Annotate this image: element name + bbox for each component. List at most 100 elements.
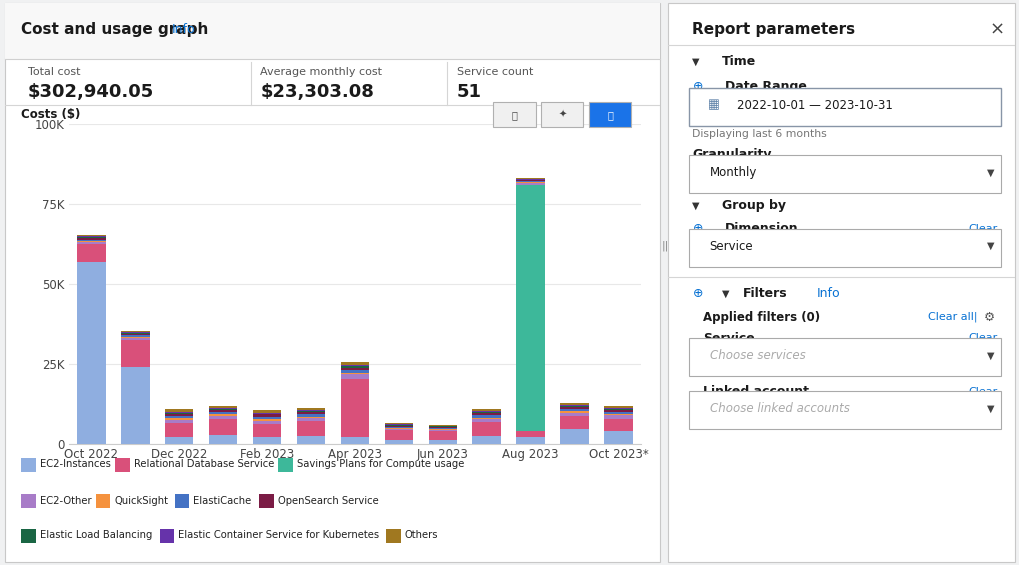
FancyBboxPatch shape [688,338,1000,376]
Bar [165,437,194,444]
Text: Time: Time [721,55,755,68]
Text: Clear: Clear [967,224,997,234]
Bar [340,368,369,370]
Bar [603,431,632,444]
Text: Filters: Filters [742,287,787,300]
Bar [559,429,588,444]
FancyBboxPatch shape [175,494,190,508]
Bar [428,427,457,428]
Bar [165,414,194,416]
Bar [297,408,325,410]
Text: ▦: ▦ [707,99,719,112]
Bar [77,244,106,262]
Bar [209,415,237,416]
Bar [121,338,150,340]
Text: Relational Database Service: Relational Database Service [133,459,274,470]
Text: Clear all|: Clear all| [927,312,977,323]
Text: QuickSight: QuickSight [114,496,168,506]
Text: ElastiCache: ElastiCache [194,496,252,506]
Bar [121,337,150,338]
Text: Total cost: Total cost [28,67,81,77]
Text: ✦: ✦ [557,110,566,120]
Bar [603,409,632,410]
Bar [253,412,281,414]
Bar [428,428,457,429]
Text: Costs ($): Costs ($) [21,108,81,121]
Bar [209,408,237,410]
Text: ▼: ▼ [986,403,994,414]
Bar [297,418,325,421]
Bar [472,415,500,418]
Text: ⬛: ⬛ [512,110,517,120]
FancyBboxPatch shape [688,391,1000,429]
Text: ⚙: ⚙ [982,311,994,324]
Bar [559,406,588,407]
FancyBboxPatch shape [540,102,583,127]
FancyBboxPatch shape [96,494,110,508]
Bar [428,426,457,427]
Bar [253,414,281,415]
Text: 2022-10-01 — 2023-10-31: 2022-10-01 — 2023-10-31 [737,99,893,112]
Bar [340,366,369,368]
Text: ▼: ▼ [692,201,699,210]
Bar [253,410,281,412]
Bar [603,406,632,408]
Text: Choose linked accounts: Choose linked accounts [709,402,849,415]
Bar [559,412,588,416]
Bar [209,406,237,408]
Bar [559,416,588,429]
Text: Group by: Group by [721,199,785,212]
Text: Applied filters (0): Applied filters (0) [702,311,819,324]
Bar [165,411,194,412]
Text: Report parameters: Report parameters [692,22,855,37]
Bar [384,428,413,430]
Bar [384,440,413,444]
Bar [297,436,325,444]
Bar [384,425,413,427]
Bar [253,419,281,420]
Bar [77,237,106,238]
Bar [559,411,588,412]
Text: Info: Info [816,287,840,300]
Bar [77,262,106,444]
Bar [165,420,194,423]
Bar [428,440,457,444]
Text: ⊕: ⊕ [692,287,702,300]
Bar [516,437,544,444]
Bar [340,362,369,365]
Bar [121,334,150,335]
Bar [253,415,281,417]
FancyBboxPatch shape [688,229,1000,267]
Bar [428,432,457,440]
Bar [384,427,413,428]
Bar [472,408,500,411]
Bar [603,408,632,409]
Bar [253,437,281,444]
FancyBboxPatch shape [259,494,273,508]
FancyBboxPatch shape [278,458,292,472]
Bar [121,367,150,444]
Text: ▼: ▼ [721,289,729,299]
Bar [77,241,106,242]
Bar [516,183,544,185]
Bar [428,425,457,426]
Bar [297,414,325,417]
Text: Granularity: Granularity [692,149,771,162]
Bar [428,429,457,430]
Bar [121,332,150,333]
Bar [516,431,544,437]
Bar [340,365,369,366]
Bar [77,238,106,240]
Bar [209,412,237,415]
Text: Dimension: Dimension [725,222,798,235]
Text: Elastic Load Balancing: Elastic Load Balancing [40,531,152,540]
Bar [516,178,544,179]
Bar [121,331,150,332]
Text: ⬛: ⬛ [606,110,612,120]
Bar [297,410,325,411]
Text: Info: Info [172,23,196,36]
Bar [428,430,457,432]
Text: ▼: ▼ [986,241,994,251]
Bar [384,424,413,425]
Text: ▼: ▼ [986,167,994,177]
